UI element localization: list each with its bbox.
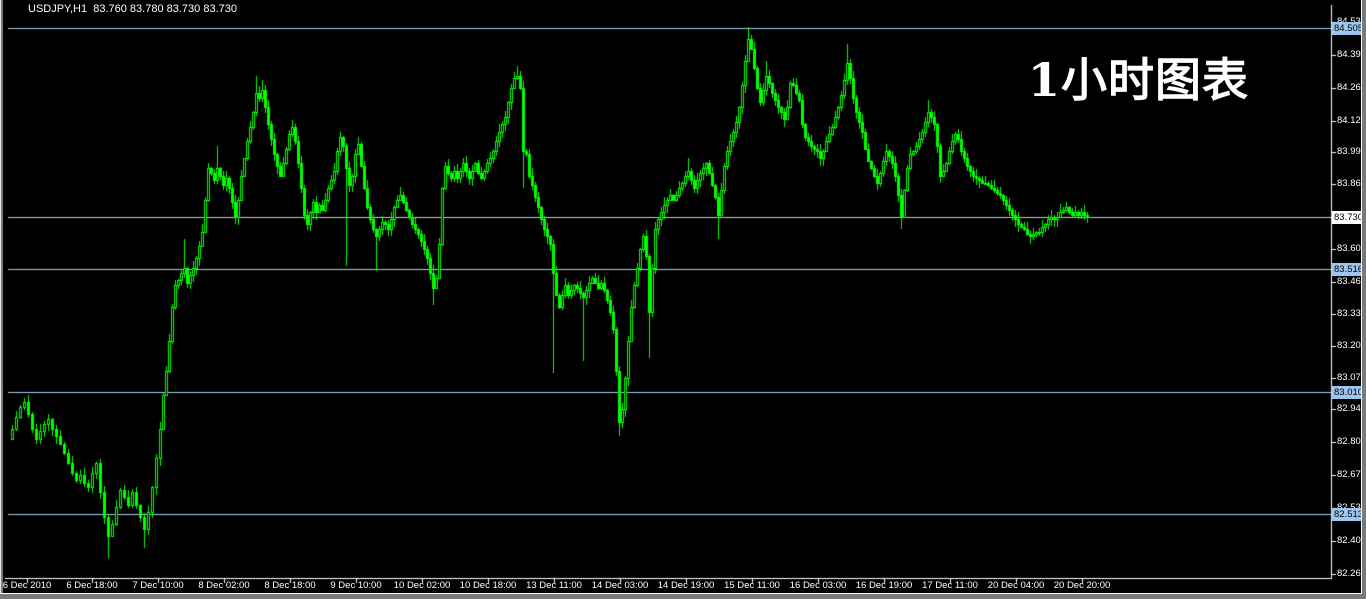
price-tick-label: 83.200 <box>1337 340 1366 351</box>
level-price-label[interactable]: 83.010 <box>1332 386 1364 399</box>
window-border-right-line <box>1361 0 1362 594</box>
window-border-bottom <box>0 594 1366 599</box>
level-price-label[interactable]: 82.513 <box>1332 508 1364 521</box>
price-tick-label: 83.995 <box>1337 146 1366 157</box>
window-border-bottom-line <box>0 593 1366 594</box>
price-tick-label: 83.070 <box>1337 372 1366 383</box>
price-tick-label: 82.940 <box>1337 403 1366 414</box>
price-tick-label: 84.395 <box>1337 49 1366 60</box>
price-tick-label: 82.805 <box>1337 436 1366 447</box>
current-price-label[interactable]: 83.730 <box>1332 211 1364 224</box>
time-tick-label: 14 Dec 03:00 <box>591 580 649 591</box>
time-tick-label: 6 Dec 2010 <box>2 580 52 591</box>
timeframe-annotation: 1小时图表 <box>1028 53 1250 107</box>
time-tick-label: 7 Dec 10:00 <box>132 580 184 591</box>
time-tick-label: 15 Dec 11:00 <box>724 580 780 591</box>
level-price-label[interactable]: 83.516 <box>1332 263 1364 276</box>
price-tick-label: 82.400 <box>1337 535 1366 546</box>
time-tick-label: 10 Dec 18:00 <box>459 580 517 591</box>
time-tick-label: 14 Dec 19:00 <box>657 580 715 591</box>
window-border-left <box>0 0 1 599</box>
price-tick-label: 84.260 <box>1337 82 1366 93</box>
time-tick-label: 16 Dec 03:00 <box>789 580 847 591</box>
price-tick-label: 83.865 <box>1337 178 1366 189</box>
time-tick-label: 13 Dec 11:00 <box>526 580 582 591</box>
price-tick-label: 82.535 <box>1337 503 1366 513</box>
ohlc-values: 83.760 83.780 83.730 83.730 <box>93 3 237 15</box>
symbol-period-label: USDJPY,H1 <box>28 3 88 15</box>
time-tick-label: 20 Dec 04:00 <box>987 580 1045 591</box>
time-tick-label: 8 Dec 02:00 <box>198 580 250 591</box>
price-tick-label: 84.125 <box>1337 115 1366 126</box>
price-tick-label: 82.265 <box>1337 568 1366 579</box>
window-border-right <box>1362 0 1366 594</box>
time-tick-label: 9 Dec 10:00 <box>330 580 382 591</box>
price-tick-label: 84.530 <box>1337 17 1366 27</box>
time-tick-label: 10 Dec 02:00 <box>393 580 451 591</box>
price-tick-label: 82.670 <box>1337 469 1366 480</box>
price-tick-label: 83.465 <box>1337 276 1366 287</box>
time-tick-label: 16 Dec 19:00 <box>855 580 913 591</box>
time-tick-label: 8 Dec 18:00 <box>264 580 316 591</box>
window-border-left-gray <box>1 0 3 599</box>
price-tick-label: 83.600 <box>1337 243 1366 254</box>
price-tick-label: 83.330 <box>1337 308 1366 319</box>
chart-title: USDJPY,H1 83.760 83.780 83.730 83.730 <box>28 3 237 15</box>
time-tick-label: 6 Dec 18:00 <box>66 580 118 591</box>
level-price-label[interactable]: 84.505 <box>1332 22 1364 35</box>
time-tick-label: 17 Dec 11:00 <box>922 580 978 591</box>
time-tick-label: 20 Dec 20:00 <box>1053 580 1111 591</box>
